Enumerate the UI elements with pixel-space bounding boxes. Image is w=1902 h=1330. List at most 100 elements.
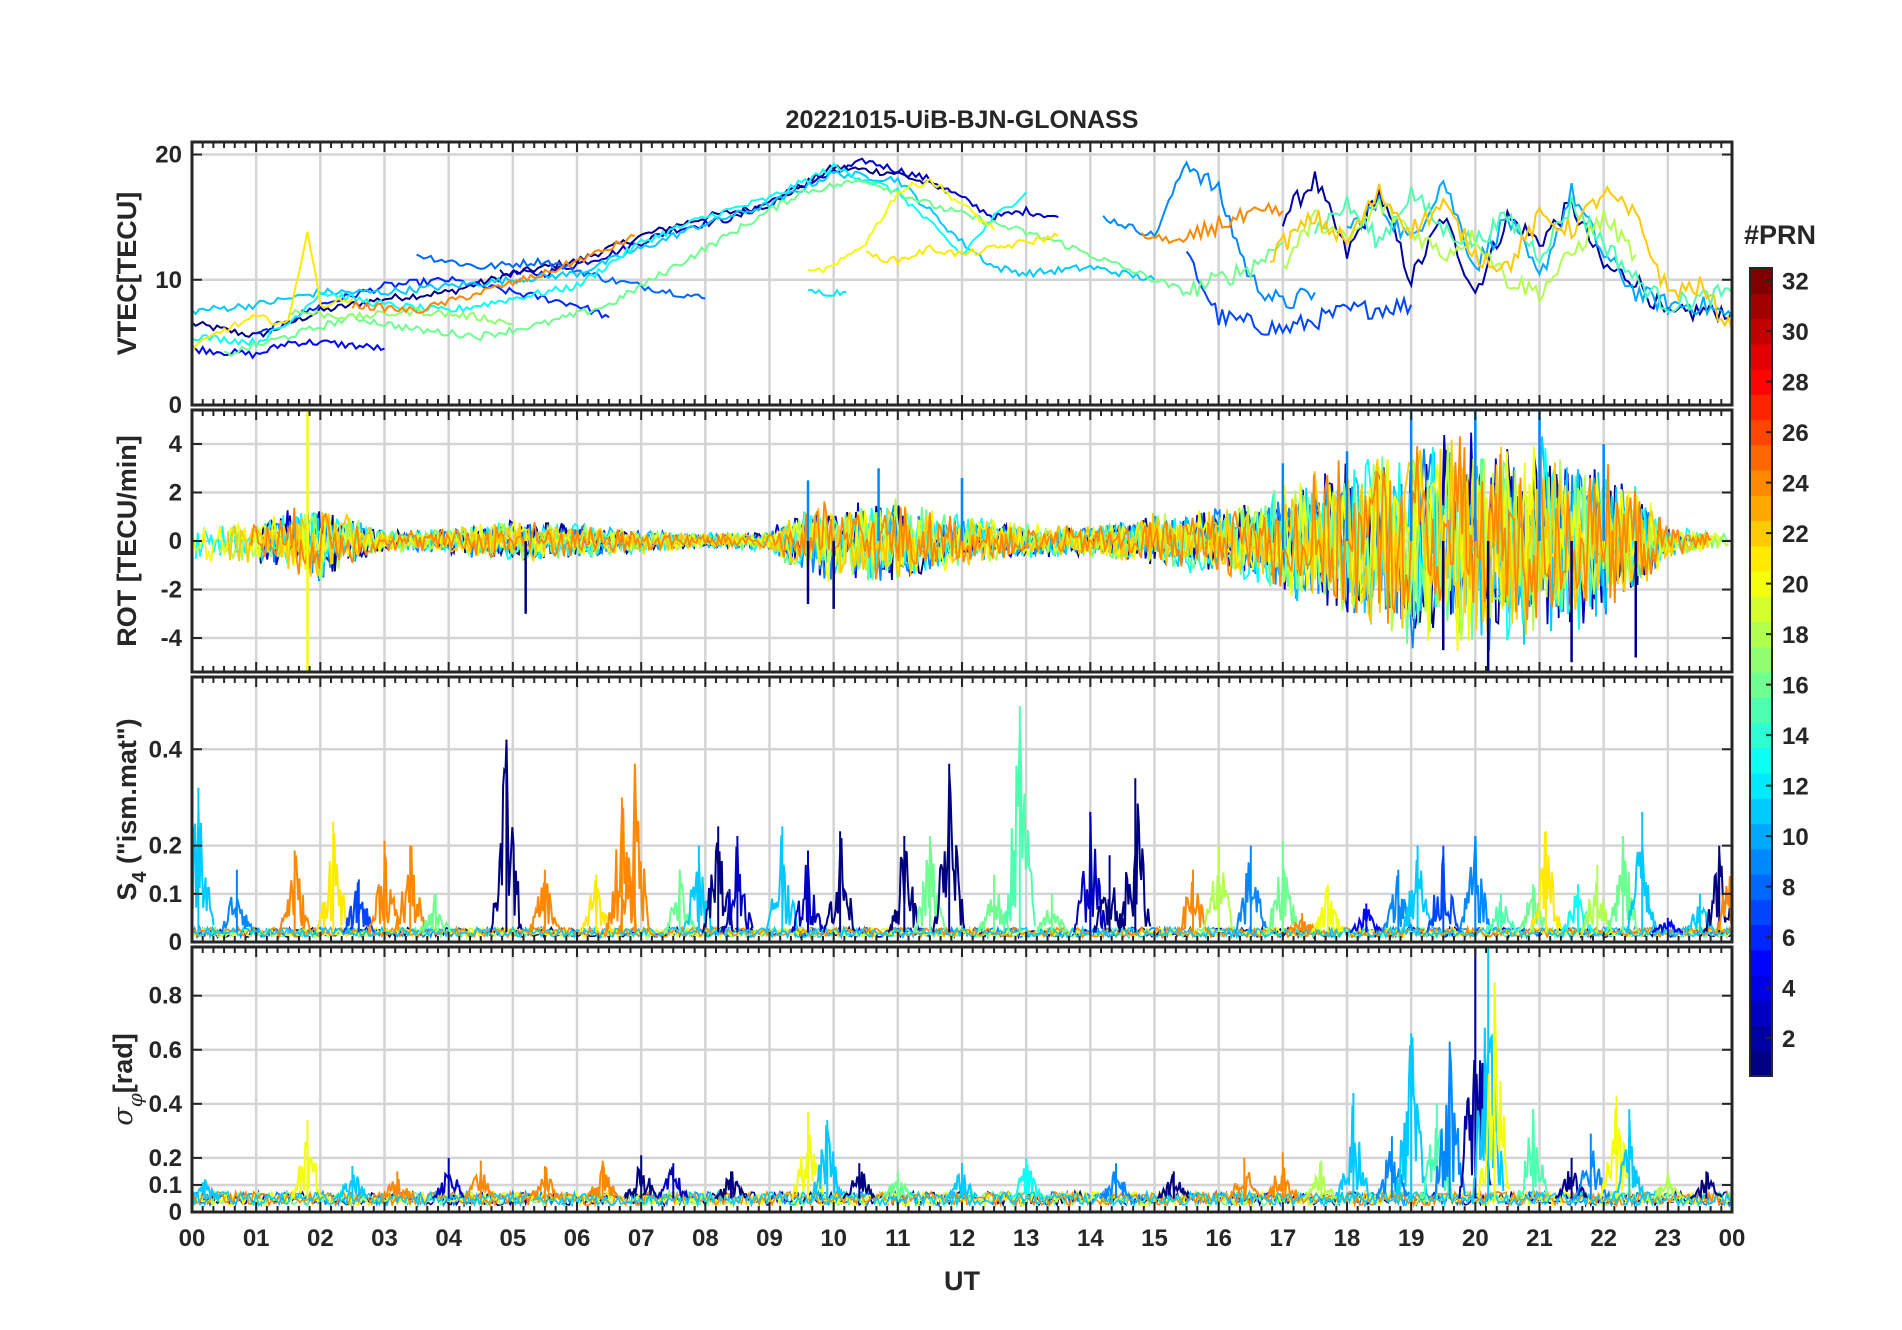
burst-prn-18 bbox=[1580, 864, 1613, 933]
colorbar-tick-label: 22 bbox=[1782, 521, 1809, 548]
burst-prn-16 bbox=[912, 836, 947, 935]
vtec-series-prn-3 bbox=[499, 157, 1059, 279]
burst-prn-11 bbox=[1400, 845, 1434, 933]
vtec-series-prn-24 bbox=[351, 233, 636, 314]
burst-prn-1 bbox=[842, 1163, 876, 1200]
colorbar-swatch bbox=[1750, 747, 1772, 774]
colorbar-swatch bbox=[1750, 874, 1772, 900]
colorbar-swatch bbox=[1750, 823, 1772, 850]
colorbar-swatch bbox=[1750, 545, 1772, 572]
x-tick-label: 14 bbox=[1077, 1225, 1104, 1252]
burst-prn-11 bbox=[1394, 1033, 1428, 1199]
burst-prn-9 bbox=[220, 869, 254, 934]
vtec-series-prn-21 bbox=[192, 231, 354, 352]
burst-prn-24 bbox=[464, 1160, 497, 1200]
burst-prn-11 bbox=[192, 1179, 221, 1200]
y-tick-label: 2 bbox=[169, 479, 182, 506]
vtec-series-prn-1 bbox=[192, 164, 950, 339]
colorbar-swatch bbox=[1750, 293, 1772, 320]
burst-prn-15 bbox=[1516, 1109, 1550, 1199]
colorbar-tick-label: 8 bbox=[1782, 875, 1795, 902]
x-tick-label: 02 bbox=[307, 1225, 334, 1252]
vtec-series-prn-8 bbox=[416, 253, 706, 300]
x-tick-label: 21 bbox=[1526, 1225, 1553, 1252]
colorbar-tick-label: 32 bbox=[1782, 269, 1809, 296]
burst-prn-1 bbox=[1118, 778, 1152, 933]
burst-prn-1 bbox=[823, 831, 856, 933]
colorbar-swatch bbox=[1750, 268, 1772, 294]
colorbar-swatch bbox=[1750, 1000, 1772, 1027]
panel-2: -4 -2 0 2 4 ROT [TECU/min] bbox=[112, 408, 1734, 674]
y-tick-label: 0.1 bbox=[149, 881, 182, 908]
colorbar-swatch bbox=[1750, 470, 1772, 496]
y-axis-label: ROT [TECU/min] bbox=[112, 435, 142, 646]
colorbar-tick-label: 4 bbox=[1782, 976, 1796, 1003]
y-tick-label: 4 bbox=[169, 431, 183, 458]
burst-prn-24 bbox=[528, 1166, 561, 1201]
burst-prn-16 bbox=[1516, 884, 1550, 933]
x-tick-label: 22 bbox=[1590, 1225, 1617, 1252]
x-tick-label: 17 bbox=[1269, 1225, 1296, 1252]
panel-1: 0 10 20 VTEC[TECU] bbox=[112, 140, 1734, 419]
colorbar-tick-label: 26 bbox=[1782, 420, 1809, 447]
burst-prn-9 bbox=[1375, 1136, 1409, 1200]
burst-prn-18 bbox=[1304, 1160, 1338, 1199]
x-tick-label: 18 bbox=[1334, 1225, 1361, 1252]
burst-prn-24 bbox=[277, 850, 311, 933]
vtec-series-prn-12 bbox=[807, 288, 847, 297]
x-tick-label: 01 bbox=[243, 1225, 270, 1252]
burst-prn-21 bbox=[579, 874, 613, 933]
colorbar-swatch bbox=[1750, 949, 1772, 976]
x-tick-label: 10 bbox=[820, 1225, 847, 1252]
burst-prn-15 bbox=[1484, 893, 1517, 934]
x-tick-label: 00 bbox=[1719, 1225, 1746, 1252]
colorbar-swatch bbox=[1750, 394, 1772, 421]
burst-prn-24 bbox=[1176, 869, 1210, 934]
burst-prn-16 bbox=[881, 1171, 914, 1200]
y-tick-label: 0.2 bbox=[149, 1145, 182, 1172]
colorbar-swatch bbox=[1750, 646, 1772, 673]
x-tick-label: 03 bbox=[371, 1225, 398, 1252]
burst-prn-18 bbox=[1651, 1171, 1684, 1200]
burst-prn-11 bbox=[192, 787, 215, 933]
y-tick-label: 0.8 bbox=[149, 983, 182, 1010]
burst-prn-20 bbox=[1310, 884, 1344, 935]
colorbar-swatch bbox=[1750, 773, 1772, 799]
y-axis-label: σφ[rad] bbox=[108, 1033, 147, 1125]
colorbar-swatch bbox=[1750, 495, 1772, 522]
y-tick-label: 0 bbox=[169, 1199, 182, 1226]
x-tick-labels: 00 01 02 03 04 05 06 07 08 09 10 11 12 13 14 15 16 17 18 19… bbox=[179, 1225, 1746, 1252]
burst-prn-24 bbox=[380, 1171, 413, 1201]
data-area bbox=[192, 157, 1732, 360]
burst-prn-11 bbox=[1612, 1109, 1646, 1199]
burst-prn-24 bbox=[585, 1160, 619, 1200]
burst-prn-1 bbox=[1156, 1171, 1190, 1200]
burst-prn-11 bbox=[1471, 947, 1505, 1199]
vtec-series-prn-9 bbox=[1102, 160, 1316, 310]
colorbar-swatch bbox=[1750, 1050, 1772, 1077]
vtec-series-prn-21 bbox=[865, 232, 1059, 267]
x-tick-label: 16 bbox=[1205, 1225, 1232, 1252]
vtec-series-prn-5 bbox=[192, 338, 385, 360]
y-tick-label: 20 bbox=[155, 142, 182, 169]
colorbar-swatch bbox=[1750, 975, 1772, 1001]
burst-prn-3 bbox=[656, 1163, 689, 1199]
x-tick-label: 23 bbox=[1654, 1225, 1681, 1252]
burst-prn-7 bbox=[1426, 845, 1460, 933]
burst-prn-1 bbox=[624, 1155, 658, 1200]
burst-prn-24 bbox=[367, 840, 400, 933]
vtec-series-prn-16 bbox=[223, 179, 1284, 357]
burst-prn-20 bbox=[791, 1111, 825, 1200]
x-tick-label: 00 bbox=[179, 1225, 206, 1252]
burst-prn-16 bbox=[418, 893, 452, 934]
y-tick-label: 0.6 bbox=[149, 1037, 182, 1064]
vtec-series-prn-22 bbox=[1269, 183, 1732, 331]
x-tick-label: 05 bbox=[499, 1225, 526, 1252]
x-tick-label: 12 bbox=[949, 1225, 976, 1252]
burst-prn-3 bbox=[791, 850, 824, 933]
x-axis-label: UT bbox=[944, 1266, 980, 1296]
burst-prn-16 bbox=[1266, 840, 1299, 934]
burst-prn-9 bbox=[1234, 845, 1267, 934]
